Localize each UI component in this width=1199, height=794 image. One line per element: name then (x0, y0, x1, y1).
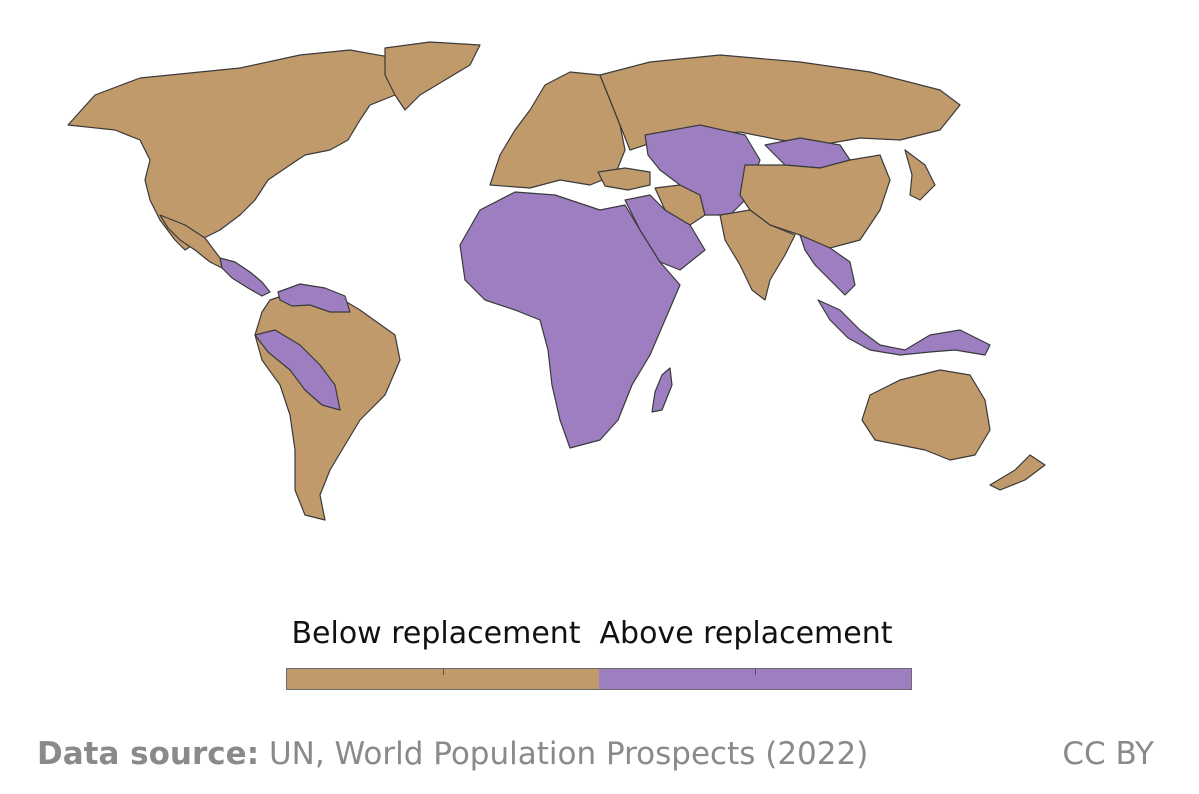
region-middle-east (624, 194, 706, 271)
region-japan (904, 149, 936, 201)
region-greenland (384, 41, 481, 111)
region-mexico (159, 214, 223, 269)
region-australia (861, 369, 991, 461)
region-north-america (67, 49, 421, 251)
legend-tick (755, 669, 756, 675)
world-map (67, 41, 1046, 521)
region-india (719, 209, 796, 301)
region-africa (459, 191, 681, 449)
region-indonesia (817, 299, 991, 356)
region-central-asia (644, 124, 761, 216)
data-source: Data source: UN, World Population Prospe… (37, 736, 868, 772)
legend-label-below: Below replacement (291, 616, 581, 651)
region-new-zealand (989, 454, 1046, 491)
legend-swatch-above (599, 669, 911, 689)
legend: Below replacement Above replacement (286, 616, 912, 692)
data-source-label: Data source: (37, 736, 260, 772)
legend-label-above: Above replacement (599, 616, 893, 651)
region-madagascar (651, 367, 673, 413)
region-central-america (219, 257, 271, 297)
region-southeast-asia (799, 234, 856, 296)
region-turkey (597, 167, 651, 191)
legend-tick (443, 669, 444, 675)
region-northern-south-america (277, 283, 351, 313)
region-andean-south-america (254, 329, 341, 411)
legend-swatch-below (287, 669, 599, 689)
data-source-text: UN, World Population Prospects (2022) (268, 736, 869, 772)
legend-bar (286, 668, 912, 690)
license-label: CC BY (1062, 736, 1154, 772)
